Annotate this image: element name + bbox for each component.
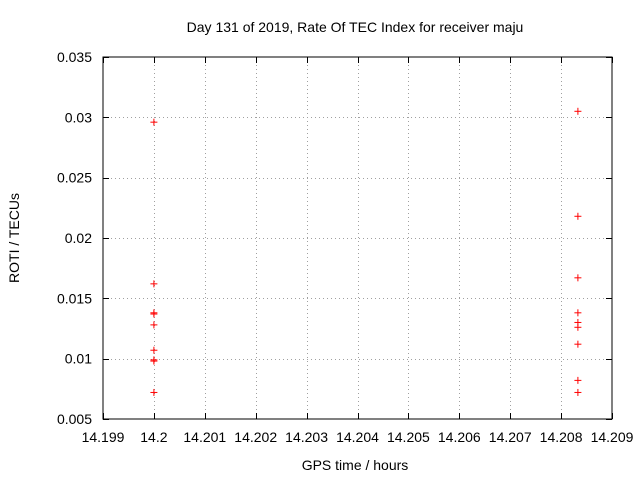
x-tick-label: 14.209 xyxy=(591,429,634,445)
x-tick-label: 14.201 xyxy=(183,429,226,445)
data-point xyxy=(150,321,158,329)
y-tick-label: 0.035 xyxy=(57,49,92,65)
x-tick-label: 14.208 xyxy=(540,429,583,445)
x-tick-label: 14.205 xyxy=(387,429,430,445)
data-points xyxy=(150,107,582,396)
x-tick-label: 14.206 xyxy=(438,429,481,445)
grid-lines xyxy=(103,57,612,419)
data-point xyxy=(150,310,158,318)
data-point xyxy=(574,309,582,317)
x-axis-label: GPS time / hours xyxy=(302,457,409,473)
data-point xyxy=(150,280,158,288)
data-point xyxy=(574,107,582,115)
data-point xyxy=(574,274,582,282)
data-point xyxy=(574,340,582,348)
data-point xyxy=(150,118,158,126)
data-point xyxy=(150,388,158,396)
data-point xyxy=(150,357,158,365)
data-point xyxy=(574,212,582,220)
y-tick-label: 0.005 xyxy=(57,411,92,427)
x-tick-label: 14.199 xyxy=(82,429,125,445)
x-tick-label: 14.203 xyxy=(285,429,328,445)
data-point xyxy=(150,346,158,354)
y-tick-label: 0.015 xyxy=(57,290,92,306)
data-point xyxy=(574,376,582,384)
x-tick-label: 14.202 xyxy=(234,429,277,445)
data-point xyxy=(574,388,582,396)
y-tick-label: 0.025 xyxy=(57,170,92,186)
x-tick-label: 14.207 xyxy=(489,429,532,445)
data-point xyxy=(574,323,582,331)
x-tick-label: 14.2 xyxy=(140,429,167,445)
y-axis-label: ROTI / TECUs xyxy=(6,193,22,283)
x-tick-label: 14.204 xyxy=(336,429,379,445)
chart-title: Day 131 of 2019, Rate Of TEC Index for r… xyxy=(187,19,524,35)
y-tick-label: 0.01 xyxy=(65,351,92,367)
y-tick-label: 0.02 xyxy=(65,230,92,246)
axis-ticks: 14.199 14.2 14.201 14.202 14.203 14.204 14.205… xyxy=(57,49,634,445)
y-tick-label: 0.03 xyxy=(65,109,92,125)
